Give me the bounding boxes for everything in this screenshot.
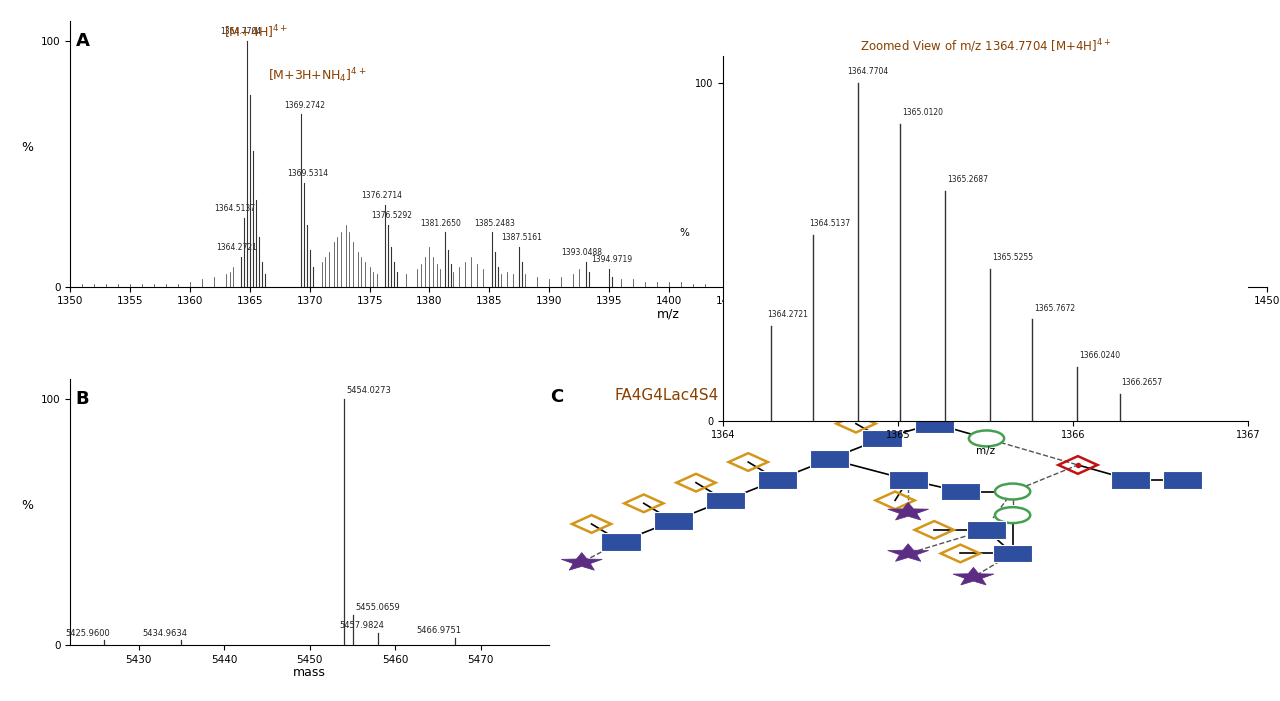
Title: Zoomed View of m/z 1364.7704 [M+4H]$^{4+}$: Zoomed View of m/z 1364.7704 [M+4H]$^{4+… [860, 37, 1111, 55]
Bar [888, 471, 928, 489]
Bar [705, 491, 745, 509]
Text: 1394.9719: 1394.9719 [591, 255, 632, 264]
Bar [941, 483, 980, 501]
Text: 1364.7704: 1364.7704 [847, 67, 888, 76]
Y-axis label: %: % [22, 499, 33, 512]
Circle shape [969, 430, 1004, 447]
Text: 5466.9751: 5466.9751 [416, 626, 461, 635]
Bar [758, 471, 797, 489]
Text: 5455.0659: 5455.0659 [356, 603, 401, 612]
Bar [602, 533, 640, 550]
Text: 1364.2721: 1364.2721 [767, 311, 808, 320]
Polygon shape [561, 552, 603, 570]
Text: A: A [77, 32, 91, 50]
Text: 1364.5137: 1364.5137 [214, 204, 255, 213]
Text: C: C [550, 388, 563, 407]
Bar [1111, 471, 1149, 489]
Y-axis label: %: % [22, 141, 33, 154]
Text: FA4G4Lac4S4: FA4G4Lac4S4 [614, 388, 718, 403]
Text: 1385.2483: 1385.2483 [474, 219, 515, 228]
Text: 5425.9600: 5425.9600 [65, 629, 110, 637]
Bar [915, 415, 954, 433]
X-axis label: mass: mass [293, 666, 326, 679]
Text: 1393.0488: 1393.0488 [562, 248, 603, 257]
Text: 5434.9634: 5434.9634 [143, 629, 188, 637]
Text: 1364.5137: 1364.5137 [809, 219, 851, 229]
Y-axis label: %: % [680, 229, 689, 238]
Polygon shape [887, 503, 929, 520]
Bar [966, 521, 1006, 539]
Bar [993, 545, 1032, 562]
Text: 1364.7704: 1364.7704 [220, 27, 262, 36]
Bar [654, 512, 692, 530]
Text: 1364.2721: 1364.2721 [216, 243, 257, 252]
Bar [863, 430, 901, 447]
Text: 1365.7672: 1365.7672 [1034, 304, 1075, 313]
Circle shape [995, 484, 1030, 500]
Polygon shape [952, 567, 995, 585]
Text: 1376.5292: 1376.5292 [371, 211, 412, 220]
Text: [M+4H]$^{4+}$: [M+4H]$^{4+}$ [224, 23, 288, 41]
Circle shape [995, 507, 1030, 523]
Text: 1365.5255: 1365.5255 [992, 253, 1033, 262]
Bar [810, 450, 850, 468]
X-axis label: m/z: m/z [658, 308, 680, 320]
Text: 1376.2714: 1376.2714 [361, 191, 402, 200]
Text: 1365.0120: 1365.0120 [902, 108, 943, 117]
Text: 5454.0273: 5454.0273 [347, 386, 392, 395]
Text: [M+3H+NH$_4$]$^{4+}$: [M+3H+NH$_4$]$^{4+}$ [268, 66, 366, 85]
X-axis label: m/z: m/z [977, 446, 995, 456]
Text: 1369.5314: 1369.5314 [287, 170, 328, 178]
Text: 1366.2657: 1366.2657 [1121, 378, 1162, 387]
Text: B: B [76, 390, 88, 408]
Text: 1381.2650: 1381.2650 [421, 219, 461, 228]
Text: 1366.0240: 1366.0240 [1079, 350, 1120, 360]
Text: 1369.2742: 1369.2742 [284, 100, 325, 109]
Polygon shape [887, 544, 929, 562]
Text: 5457.9824: 5457.9824 [339, 621, 384, 630]
Bar [1162, 471, 1202, 489]
Text: 1387.5161: 1387.5161 [502, 233, 543, 243]
Text: 1365.2687: 1365.2687 [947, 175, 988, 184]
